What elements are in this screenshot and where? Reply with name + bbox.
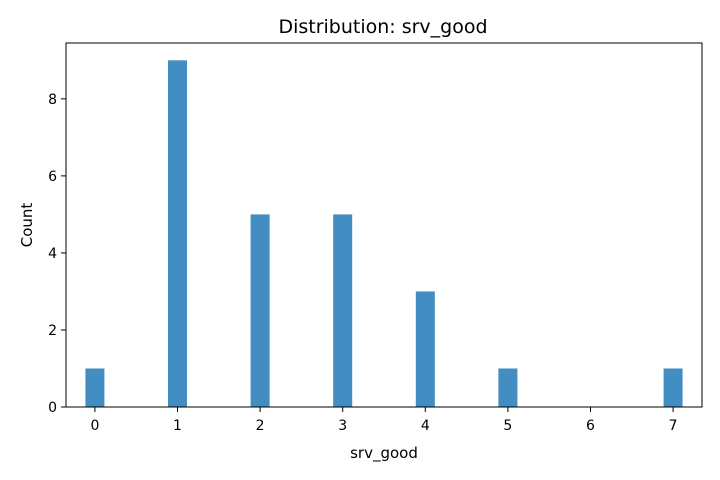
x-tick-label: 1 xyxy=(173,418,182,434)
x-tick-label: 5 xyxy=(503,418,512,434)
y-tick-label: 0 xyxy=(48,400,57,416)
bar-1 xyxy=(168,60,188,407)
y-tick-label: 2 xyxy=(48,323,57,339)
bar-0 xyxy=(85,368,105,407)
y-tick-label: 8 xyxy=(48,92,57,108)
plot-frame xyxy=(65,42,703,408)
x-axis-label: srv_good xyxy=(350,444,418,463)
y-tick-label: 4 xyxy=(48,246,57,262)
x-tick-label: 4 xyxy=(421,418,430,434)
y-axis-label: Count xyxy=(18,203,36,248)
y-tick-label: 6 xyxy=(48,169,57,185)
bar-3 xyxy=(333,214,353,407)
bars-group xyxy=(85,60,683,407)
bar-4 xyxy=(415,291,435,407)
y-axis-ticks: 0 2 4 6 8 xyxy=(48,92,66,416)
chart-title: Distribution: srv_good xyxy=(278,16,487,38)
x-tick-label: 6 xyxy=(586,418,595,434)
x-tick-label: 3 xyxy=(338,418,347,434)
bar-2 xyxy=(250,214,270,407)
x-tick-label: 7 xyxy=(669,418,678,434)
bar-7 xyxy=(663,368,683,407)
x-axis-ticks: 0 1 2 3 4 5 6 7 xyxy=(90,407,678,434)
x-tick-label: 2 xyxy=(256,418,265,434)
x-tick-label: 0 xyxy=(90,418,99,434)
bar-5 xyxy=(498,368,518,407)
